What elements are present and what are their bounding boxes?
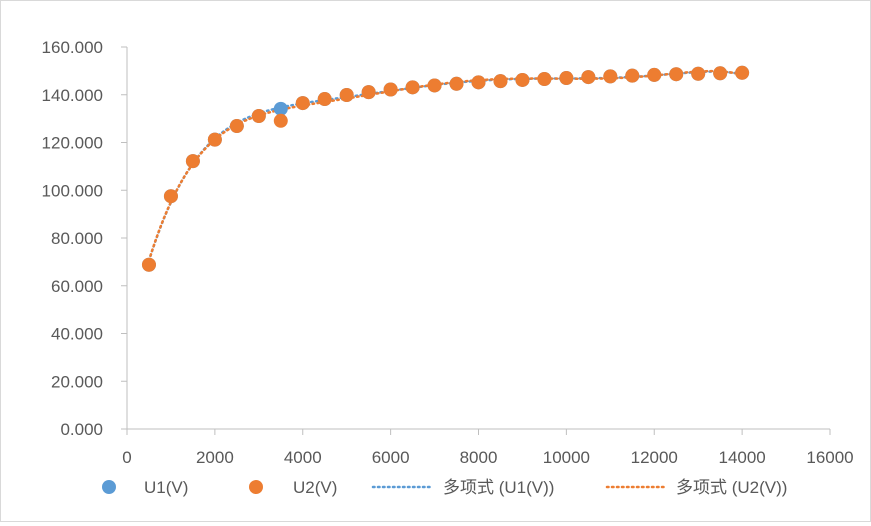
series-2-point bbox=[449, 76, 464, 91]
y-tick-label: 120.000 bbox=[42, 134, 103, 153]
series-2-point bbox=[251, 108, 266, 123]
y-tick-label: 80.000 bbox=[51, 229, 103, 248]
x-tick-label: 12000 bbox=[631, 448, 678, 467]
series-2-point bbox=[559, 71, 574, 86]
series-2-point bbox=[405, 80, 420, 95]
y-tick-label: 20.000 bbox=[51, 372, 103, 391]
x-tick-label: 14000 bbox=[718, 448, 765, 467]
series-2-point bbox=[427, 78, 442, 93]
series-2-point bbox=[339, 87, 354, 102]
series-2-point bbox=[493, 74, 508, 89]
series-2-point bbox=[141, 257, 156, 272]
legend-label-u1: U1(V) bbox=[144, 478, 188, 497]
series-2-point bbox=[207, 132, 222, 147]
series-2-point bbox=[273, 113, 288, 128]
x-tick-label: 8000 bbox=[460, 448, 498, 467]
series-2-point bbox=[361, 85, 376, 100]
y-tick-label: 0.000 bbox=[60, 420, 103, 439]
x-tick-label: 6000 bbox=[372, 448, 410, 467]
series-2-point bbox=[515, 72, 530, 87]
y-tick-label: 140.000 bbox=[42, 86, 103, 105]
trendline-2 bbox=[147, 69, 744, 262]
series-2-point bbox=[295, 96, 310, 111]
data-points bbox=[141, 65, 750, 272]
x-tick-label: 2000 bbox=[196, 448, 234, 467]
series-2-point bbox=[383, 82, 398, 97]
legend-label-u2: U2(V) bbox=[293, 478, 337, 497]
legend-marker-u2 bbox=[249, 480, 263, 494]
legend-label-trend-u2: 多项式 (U2(V)) bbox=[676, 478, 787, 497]
trendline-1 bbox=[147, 70, 744, 262]
series-2-point bbox=[691, 66, 706, 81]
x-tick-label: 4000 bbox=[284, 448, 322, 467]
y-tick-label: 100.000 bbox=[42, 181, 103, 200]
series-2-point bbox=[735, 65, 750, 80]
series-2-point bbox=[317, 92, 332, 107]
series-2-point bbox=[669, 67, 684, 82]
series-2-point bbox=[625, 68, 640, 83]
y-tick-label: 40.000 bbox=[51, 325, 103, 344]
series-2-point bbox=[229, 119, 244, 134]
series-2-point bbox=[713, 66, 728, 81]
x-tick-label: 16000 bbox=[806, 448, 853, 467]
x-axis: 0 2000 4000 6000 8000 10000 12000 14000 16000 bbox=[122, 428, 854, 467]
series-1-point bbox=[273, 101, 288, 116]
y-axis: 0.000 20.000 40.000 60.000 80.000 100.000 120.… bbox=[42, 38, 128, 439]
series-2-point bbox=[537, 71, 552, 86]
x-tick-label: 10000 bbox=[543, 448, 590, 467]
series-2-point bbox=[471, 75, 486, 90]
legend-label-trend-u1: 多项式 (U1(V)) bbox=[443, 478, 554, 497]
series-2-point bbox=[163, 189, 178, 204]
trendlines bbox=[147, 69, 744, 262]
series-2-point bbox=[647, 67, 662, 82]
y-tick-label: 60.000 bbox=[51, 277, 103, 296]
series-2-point bbox=[581, 70, 596, 85]
y-tick-label: 160.000 bbox=[42, 38, 103, 57]
legend: U1(V) U2(V) 多项式 (U1(V)) 多项式 (U2(V)) bbox=[102, 478, 787, 497]
series-2-point bbox=[603, 69, 618, 84]
series-2-point bbox=[185, 154, 200, 169]
x-tick-label: 0 bbox=[122, 448, 131, 467]
legend-marker-u1 bbox=[102, 480, 116, 494]
